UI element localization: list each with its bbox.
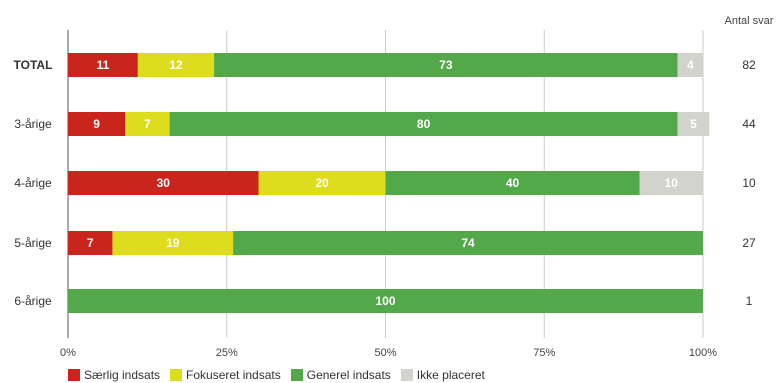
data-label: 9: [93, 117, 100, 131]
data-label: 80: [417, 117, 431, 131]
bar-segment: [233, 231, 703, 255]
response-counts: Antal svar 82 44 10 27 1: [725, 15, 774, 308]
legend-label: Fokuseret indsats: [186, 368, 281, 382]
data-label: 5: [690, 117, 697, 131]
legend-swatch: [400, 369, 413, 381]
bar-segment: [639, 171, 703, 195]
legend-label: Ikke placeret: [416, 368, 485, 382]
bar-segment: [68, 231, 113, 255]
x-tick-label: 100%: [689, 347, 717, 359]
data-label: 19: [166, 236, 180, 250]
legend-item: Ikke placeret: [400, 368, 485, 382]
bar-segment: [112, 231, 234, 255]
response-count: 27: [742, 236, 756, 250]
data-label: 40: [506, 176, 520, 190]
x-tick-label: 25%: [216, 347, 238, 359]
bar-segment: [169, 112, 678, 136]
legend-swatch: [68, 369, 80, 381]
data-label: 7: [87, 236, 94, 250]
x-tick-label: 50%: [374, 347, 396, 359]
legend: Særlig indsats Fokuseret indsats Generel i…: [68, 367, 485, 383]
data-label: 10: [665, 176, 679, 190]
x-tick-label: 75%: [533, 347, 555, 359]
data-label: 4: [687, 58, 694, 72]
bar-segment: [68, 112, 126, 136]
bar-segment: [125, 112, 170, 136]
legend-label: Særlig indsats: [84, 368, 161, 382]
bars: 11 12 73 4 9 7 80 5 30 20 40 10 7 19 74 100: [68, 53, 710, 313]
bar-segment: [677, 112, 710, 136]
response-count: 82: [742, 58, 756, 72]
data-label: 74: [461, 236, 475, 250]
response-count: 44: [742, 117, 756, 131]
legend-item: Fokuseret indsats: [170, 368, 281, 382]
bar-segment: [214, 53, 678, 77]
counts-header: Antal svar: [725, 15, 774, 27]
category-labels: TOTAL 3-årige 4-årige 5-årige 6-årige: [14, 58, 53, 308]
legend-item: Særlig indsats: [68, 368, 160, 382]
category-label: 3-årige: [14, 117, 52, 131]
x-tick-label: 0%: [60, 347, 76, 359]
legend-swatch: [170, 369, 183, 381]
bar-segment: [137, 53, 215, 77]
data-label: 100: [375, 294, 395, 308]
category-label: 4-årige: [14, 176, 52, 190]
response-count: 10: [742, 176, 756, 190]
bar-segment: [68, 53, 138, 77]
legend-label: Generel indsats: [306, 368, 391, 382]
data-label: 20: [315, 176, 329, 190]
data-label: 12: [169, 58, 183, 72]
data-label: 7: [144, 117, 151, 131]
legend-swatch: [290, 369, 303, 381]
bar-segment: [385, 171, 640, 195]
data-label: 30: [157, 176, 171, 190]
bar-segment: [677, 53, 703, 77]
bar-segment: [68, 171, 259, 195]
bar-segment: [258, 171, 386, 195]
category-label: 6-årige: [14, 294, 52, 308]
category-label: TOTAL: [14, 58, 53, 72]
data-label: 11: [97, 58, 110, 72]
bar-segment: [68, 289, 703, 313]
legend-item: Generel indsats: [290, 368, 391, 382]
data-label: 73: [439, 58, 453, 72]
category-label: 5-årige: [14, 236, 52, 250]
x-axis-ticks: 0% 25% 50% 75% 100%: [60, 347, 717, 359]
response-count: 1: [746, 294, 753, 308]
